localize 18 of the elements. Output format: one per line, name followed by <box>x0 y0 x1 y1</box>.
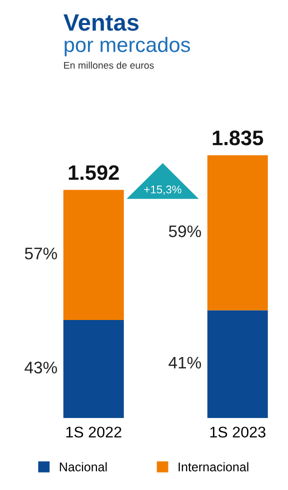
annotation: 1.592 <box>68 165 119 180</box>
text: 1.835 <box>212 130 264 146</box>
legend-label: Nacional <box>60 462 107 472</box>
text: En millones de euros <box>64 62 154 69</box>
annotation: 59% <box>168 225 202 238</box>
x-tick-label: 1S 2022 <box>66 426 122 438</box>
chart-title: Ventas <box>64 14 139 31</box>
chart-subtitle: por mercados <box>64 36 190 56</box>
annotation: 57% <box>24 248 58 260</box>
bar <box>63 320 124 418</box>
annotation: 43% <box>24 362 58 374</box>
annotation: +15,3% <box>144 186 182 195</box>
legend-label: Internacional <box>178 462 248 472</box>
x-tick-label: 1S 2023 <box>210 426 266 438</box>
annotation: 41% <box>168 356 202 369</box>
bar <box>63 190 124 320</box>
bar <box>207 310 268 418</box>
bar <box>207 155 268 310</box>
